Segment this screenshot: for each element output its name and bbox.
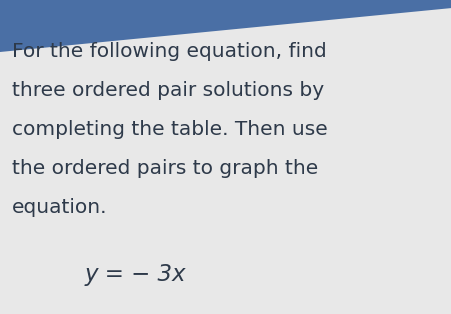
- Text: the ordered pairs to graph the: the ordered pairs to graph the: [12, 159, 318, 178]
- Text: equation.: equation.: [12, 198, 107, 217]
- Text: completing the table. Then use: completing the table. Then use: [12, 120, 327, 139]
- Text: three ordered pair solutions by: three ordered pair solutions by: [12, 81, 323, 100]
- Text: For the following equation, find: For the following equation, find: [12, 42, 326, 61]
- Polygon shape: [0, 0, 451, 52]
- Text: y = − 3x: y = − 3x: [85, 263, 186, 286]
